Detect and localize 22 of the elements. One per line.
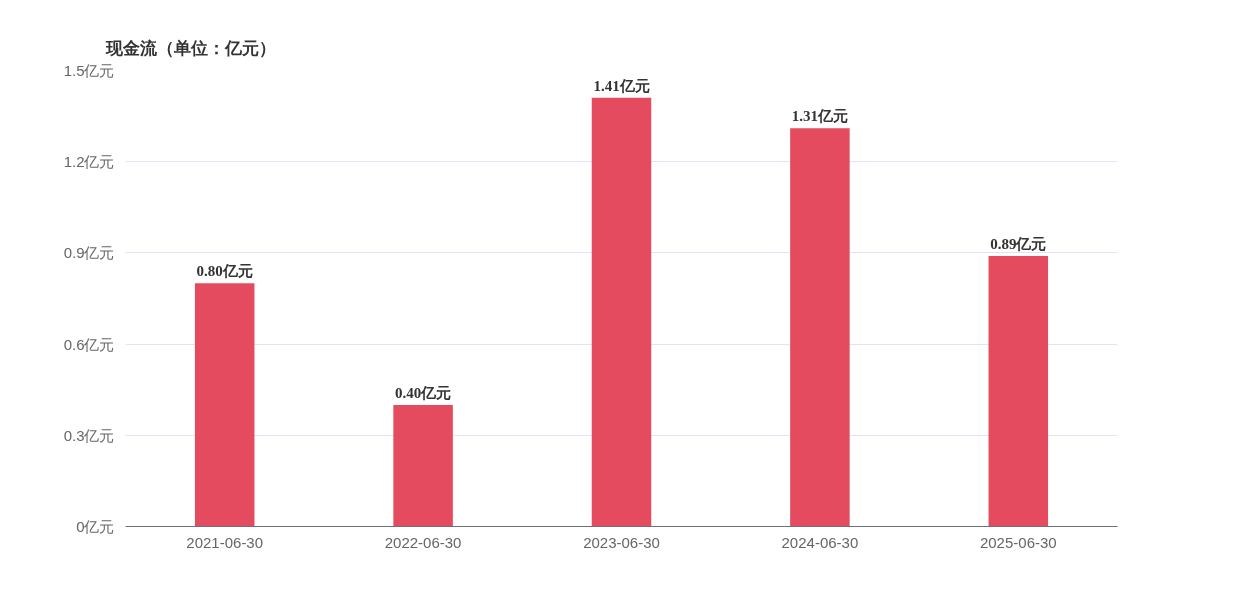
y-tick-label: 0.3亿元 [63, 426, 115, 444]
data-label: 1.41亿元 [593, 77, 650, 94]
chart-title: 现金流（单位：亿元） [104, 39, 276, 58]
x-tick-label: 2024-06-30 [781, 533, 859, 551]
bar [988, 255, 1049, 527]
y-tick-label: 1.5亿元 [63, 62, 115, 79]
data-label: 0.80亿元 [196, 263, 253, 280]
x-tick-label: 2022-06-30 [384, 533, 462, 551]
y-tick-label: 0亿元 [76, 518, 115, 535]
y-tick-label: 0.6亿元 [63, 335, 115, 353]
x-tick-label: 2023-06-30 [583, 533, 660, 551]
bar [194, 283, 255, 527]
y-tick-label: 1.2亿元 [63, 153, 115, 171]
x-tick-label: 2025-06-30 [979, 533, 1057, 551]
bar [591, 97, 652, 527]
bar [393, 404, 453, 527]
y-tick-label: 0.9亿元 [63, 244, 115, 262]
data-label: 0.89亿元 [990, 235, 1047, 252]
data-label: 1.31亿元 [791, 108, 849, 125]
data-label: 0.40亿元 [394, 384, 452, 401]
x-tick-label: 2021-06-30 [186, 533, 264, 551]
bar [790, 128, 850, 527]
